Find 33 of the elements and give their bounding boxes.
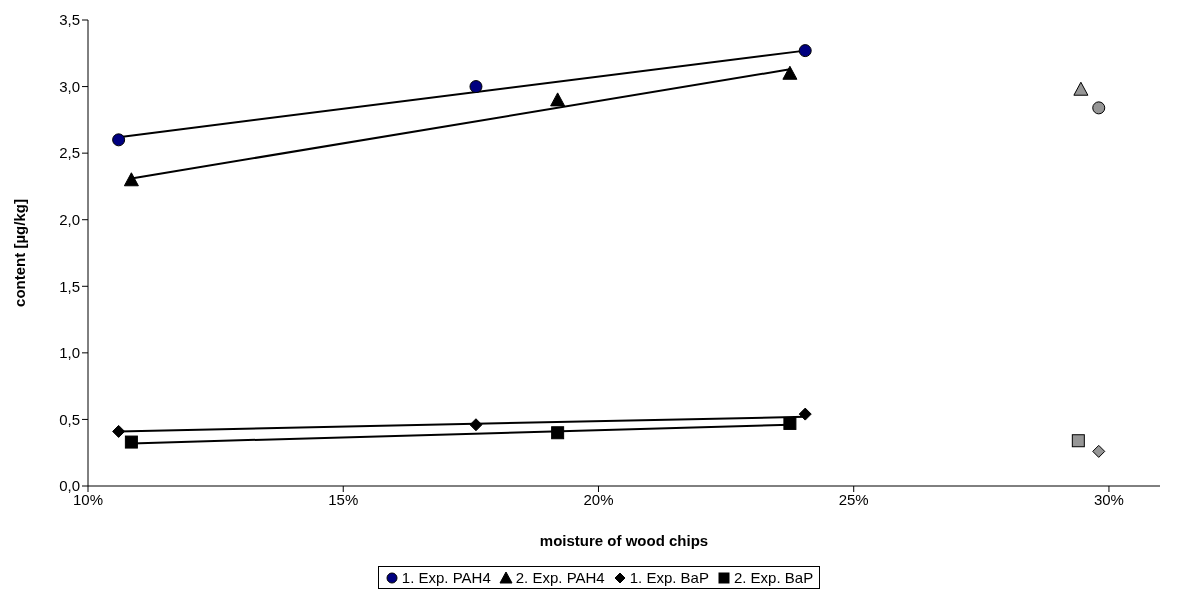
y-tick-label: 0,5 (59, 410, 80, 428)
y-tick-label: 3,0 (59, 77, 80, 95)
point (1071, 434, 1085, 448)
y-tick-label: 2,0 (59, 211, 80, 229)
point (1092, 444, 1106, 458)
x-tick-label: 20% (583, 490, 614, 508)
y-tick-label: 1,5 (59, 277, 80, 295)
legend-label: 2. Exp. BaP (733, 569, 814, 586)
point (798, 407, 812, 421)
point (798, 44, 812, 58)
x-tick-label: 30% (1093, 490, 1124, 508)
point (551, 426, 565, 440)
point (124, 435, 138, 449)
point (112, 424, 126, 438)
point (469, 80, 483, 94)
legend-label: 1. Exp. BaP (629, 569, 709, 586)
x-axis-title: moisture of wood chips (539, 532, 709, 549)
point (123, 172, 139, 187)
y-tick-label: 2,5 (59, 144, 80, 162)
point (469, 418, 483, 432)
point (1092, 101, 1106, 115)
point (1073, 81, 1089, 96)
legend-label: 1. Exp. PAH4 (401, 569, 491, 586)
point (782, 65, 798, 80)
x-tick-label: 25% (838, 490, 869, 508)
x-tick-label: 15% (328, 490, 359, 508)
y-tick-label: 1,0 (59, 344, 80, 362)
y-axis-title: content [µg/kg] (11, 199, 29, 307)
y-tick-label: 3,5 (59, 11, 80, 29)
point (783, 416, 797, 430)
point (112, 133, 126, 147)
legend-label: 2. Exp. PAH4 (515, 569, 605, 586)
point (550, 92, 566, 107)
